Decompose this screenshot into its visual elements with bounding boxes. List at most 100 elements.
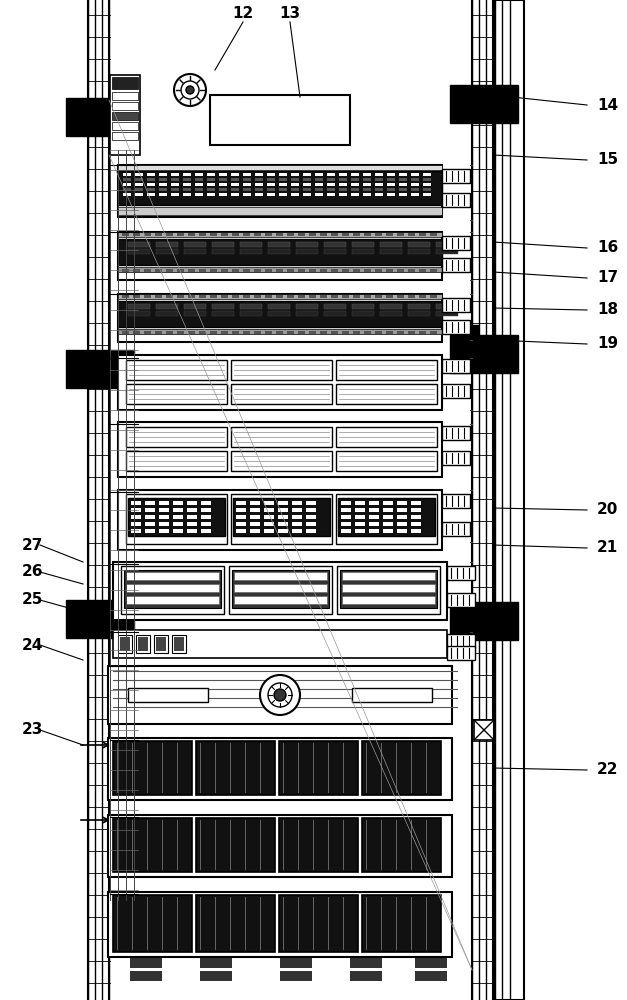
Bar [147,183,155,186]
Bar [279,818,358,872]
Bar [144,331,151,334]
Bar [306,501,316,505]
Bar [126,451,227,471]
Bar [130,971,162,981]
Bar [352,242,374,247]
Bar [342,596,435,604]
Bar [199,269,206,272]
Bar [411,529,421,533]
Bar [126,360,227,380]
Bar [255,193,263,196]
Bar [207,183,215,186]
Bar [243,233,250,236]
Bar [267,188,275,191]
Bar [386,233,393,236]
Bar [210,331,217,334]
Bar [303,173,311,176]
Bar [240,304,262,309]
Bar [276,331,283,334]
Bar [423,173,431,176]
Bar [276,233,283,236]
Bar [331,295,338,298]
Bar [147,193,155,196]
Bar [171,193,179,196]
Bar [131,508,141,512]
Bar [128,498,225,536]
Bar [145,508,155,512]
Bar [113,818,192,872]
Bar [423,183,431,186]
Bar [339,178,347,181]
Bar [278,508,288,512]
Bar [250,515,260,519]
Bar [320,233,327,236]
Bar [309,331,316,334]
Bar [292,529,302,533]
Bar [450,335,518,373]
Bar [118,239,442,265]
Bar [188,233,195,236]
Bar [159,501,169,505]
Bar [423,193,431,196]
Bar [494,0,524,1000]
Bar [232,331,239,334]
Bar [315,173,323,176]
Bar [419,331,426,334]
Bar [123,183,131,186]
Bar [144,233,151,236]
Bar [232,269,239,272]
Bar [264,515,274,519]
Bar [408,304,430,309]
Bar [383,522,393,526]
Bar [442,494,470,508]
Bar [387,183,395,186]
Bar [221,269,228,272]
Text: 27: 27 [22,538,43,552]
Bar [201,515,211,519]
Text: 19: 19 [597,336,618,352]
Bar [280,971,312,981]
Bar [267,183,275,186]
Bar [231,193,239,196]
Bar [183,178,191,181]
Bar [219,183,227,186]
Bar [66,350,134,388]
Bar [135,178,143,181]
Bar [122,233,129,236]
Bar [210,233,217,236]
Bar [219,173,227,176]
Bar [268,311,290,316]
Bar [124,570,221,608]
Bar [309,295,316,298]
Bar [112,122,138,130]
Bar [436,304,458,309]
Text: 13: 13 [280,6,300,21]
Bar [171,173,179,176]
Bar [375,269,382,272]
Bar [375,193,383,196]
Bar [221,295,228,298]
Bar [415,971,447,981]
Bar [362,895,441,952]
Bar [243,331,250,334]
Bar [250,508,260,512]
Bar [447,646,475,660]
Bar [118,635,132,653]
Bar [353,269,360,272]
Bar [267,173,275,176]
Bar [133,269,140,272]
Bar [411,515,421,519]
Bar [113,895,192,952]
Bar [287,331,294,334]
Text: 22: 22 [597,762,618,778]
Bar [128,304,150,309]
Bar [210,95,350,145]
Bar [397,508,407,512]
Bar [156,637,166,651]
Bar [353,331,360,334]
Bar [447,566,475,580]
Bar [199,233,206,236]
Bar [315,178,323,181]
Bar [341,508,351,512]
Bar [154,635,168,653]
